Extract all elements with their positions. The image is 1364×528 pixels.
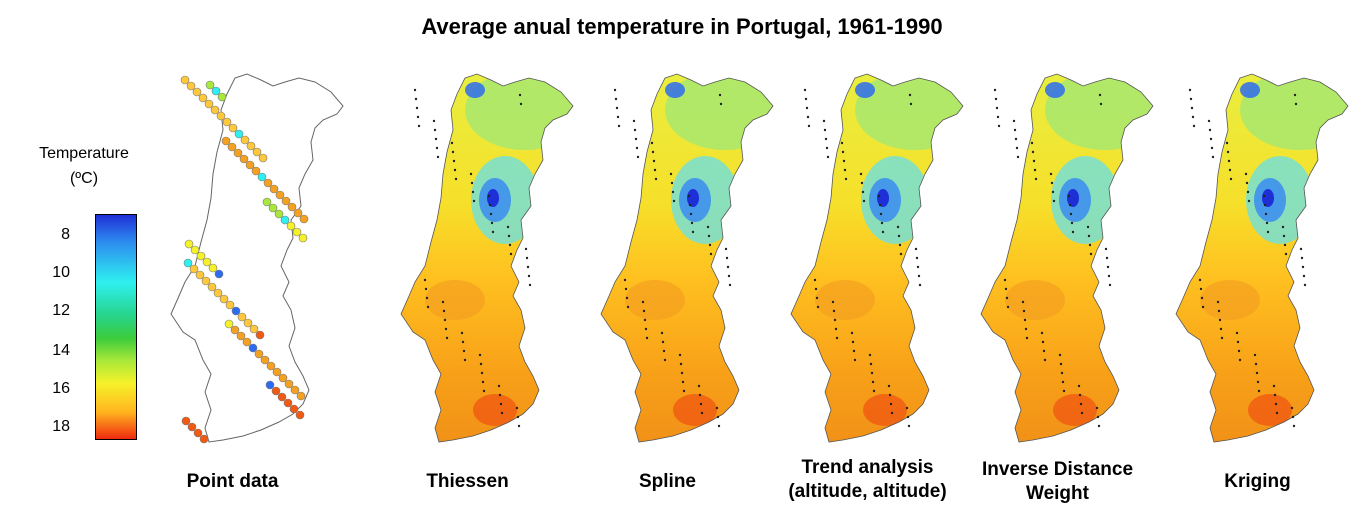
temperature-colorbar [95,214,137,440]
panel-label-line: Point data [186,471,279,492]
legend-tick-label: 12 [52,302,70,319]
panel-label-idw: Inverse Distance Weight [965,458,1150,506]
legend-unit: (ºC) [69,170,99,187]
panel-label-line: (altitude, altitude) [788,481,947,502]
legend-tick-label: 14 [52,342,70,359]
panel-label-line: Trend analysis [801,457,934,478]
panel-label-line: Kriging [1224,471,1291,492]
legend-tick-label: 18 [52,418,70,435]
panel-label-line: Spline [638,471,696,492]
panel-label-point-data: Point data [150,470,315,494]
map-point-data [170,73,344,444]
map-thiessen [400,73,574,443]
page-title: Average anual temperature in Portugal, 1… [421,14,943,39]
map-spline [600,73,774,443]
map-kriging [1175,73,1349,443]
legend-tick-label: 16 [52,380,70,397]
legend-title: Temperature [39,145,129,162]
panel-label-line: Weight [1026,483,1089,504]
panel-label-line: Thiessen [426,471,509,492]
legend-tick-label: 8 [61,226,70,243]
panel-label-trend-analysis: Trend analysis (altitude, altitude) [770,456,965,504]
panel-label-thiessen: Thiessen [395,470,540,494]
panel-label-line: Inverse Distance [981,459,1134,480]
panel-label-spline: Spline [595,470,740,494]
panel-label-kriging: Kriging [1185,470,1330,494]
map-trend-analysis [790,73,964,443]
map-inverse-distance-weight [980,73,1154,443]
legend-tick-label: 10 [52,264,70,281]
